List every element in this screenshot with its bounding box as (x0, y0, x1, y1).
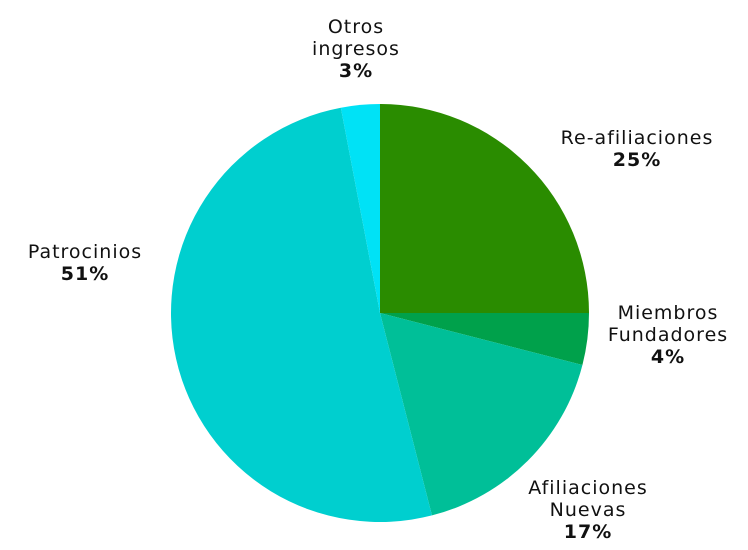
category-label: Patrocinios (27, 241, 143, 263)
slice-label: Patrocinios 51% (5, 241, 165, 285)
category-label: Miembros Fundadores (607, 302, 729, 346)
slice-label: Re-afiliaciones 25% (527, 127, 747, 171)
value-label: 25% (612, 149, 662, 171)
pie-slice (380, 104, 589, 313)
slice-label: Miembros Fundadores 4% (588, 302, 748, 368)
value-label: 4% (650, 346, 686, 368)
pie-slice (380, 313, 583, 516)
value-label: 3% (338, 60, 374, 82)
category-label: Afiliaciones Nuevas (528, 477, 648, 521)
category-label: Otros ingresos (312, 16, 400, 60)
pie-slice (171, 107, 432, 522)
slice-label: Otros ingresos 3% (301, 16, 411, 82)
category-label: Re-afiliaciones (560, 127, 714, 149)
value-label: 51% (60, 263, 110, 285)
pie-slice (340, 104, 380, 313)
slice-label: Afiliaciones Nuevas 17% (508, 477, 668, 543)
pie-slice (380, 313, 589, 365)
value-label: 17% (563, 521, 613, 543)
